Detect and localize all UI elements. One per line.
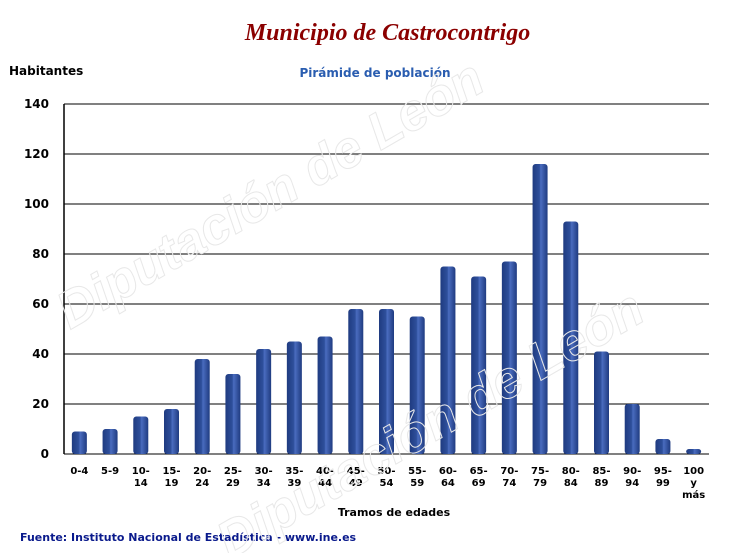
bar-30-34 bbox=[256, 349, 272, 454]
y-tick-label: 80 bbox=[32, 247, 49, 261]
x-tick-label: 45-49 bbox=[347, 466, 365, 489]
x-tick-label: 100 y más bbox=[682, 466, 705, 501]
bar-85-89 bbox=[594, 351, 609, 454]
bar-35-39 bbox=[286, 341, 302, 454]
x-tick-label: 20-24 bbox=[193, 466, 211, 489]
bar-5-9 bbox=[102, 429, 118, 454]
y-tick-label: 140 bbox=[24, 97, 49, 111]
bar-100-y-más bbox=[686, 449, 702, 454]
bar-40-44 bbox=[317, 336, 333, 454]
bar-45-49 bbox=[348, 309, 364, 454]
bar-60-64 bbox=[440, 266, 456, 454]
y-tick-label: 120 bbox=[24, 147, 49, 161]
y-tick-label: 60 bbox=[32, 297, 49, 311]
x-tick-label: 30-34 bbox=[255, 466, 273, 489]
x-tick-label: 60-64 bbox=[439, 466, 457, 489]
bar-15-19 bbox=[164, 409, 179, 454]
bar-95-99 bbox=[655, 439, 671, 454]
bar-80-84 bbox=[563, 221, 579, 454]
x-tick-label: 35-39 bbox=[285, 466, 303, 489]
x-tick-label: 10-14 bbox=[132, 466, 150, 489]
bar-0-4 bbox=[71, 431, 87, 454]
y-tick-label: 20 bbox=[32, 397, 49, 411]
x-axis-label: Tramos de edades bbox=[337, 506, 451, 519]
x-tick-label: 40-44 bbox=[316, 466, 334, 489]
x-tick-label: 90-94 bbox=[623, 466, 641, 489]
x-tick-label: 25-29 bbox=[224, 466, 242, 489]
source-footer: Fuente: Instituto Nacional de Estadístic… bbox=[20, 531, 357, 544]
x-tick-label: 55-59 bbox=[408, 466, 426, 489]
bar-25-29 bbox=[225, 374, 241, 454]
x-tick-label: 85-89 bbox=[592, 466, 610, 489]
x-tick-label: 65-69 bbox=[470, 466, 488, 489]
bar-65-69 bbox=[471, 276, 487, 454]
bar-55-59 bbox=[409, 316, 425, 454]
x-tick-label: 15-19 bbox=[162, 466, 180, 489]
x-tick-label: 0-4 bbox=[70, 466, 88, 477]
chart-title: Municipio de Castrocontrigo bbox=[244, 20, 531, 46]
bar-50-54 bbox=[379, 309, 394, 454]
bar-70-74 bbox=[501, 261, 517, 454]
x-tick-label: 50-54 bbox=[377, 466, 395, 489]
x-tick-label: 5-9 bbox=[101, 466, 119, 477]
y-tick-label: 0 bbox=[41, 447, 49, 461]
x-tick-label: 80-84 bbox=[562, 466, 580, 489]
y-axis-label: Habitantes bbox=[9, 64, 84, 78]
bar-90-94 bbox=[624, 404, 640, 454]
x-tick-label: 95-99 bbox=[654, 466, 672, 489]
x-tick-label: 75-79 bbox=[531, 466, 549, 489]
x-tick-label: 70-74 bbox=[500, 466, 518, 489]
bar-10-14 bbox=[133, 416, 149, 454]
chart-subtitle: Pirámide de población bbox=[299, 66, 451, 80]
y-tick-label: 100 bbox=[24, 197, 49, 211]
y-tick-label: 40 bbox=[32, 347, 49, 361]
bar-20-24 bbox=[194, 359, 210, 454]
bar-75-79 bbox=[532, 164, 548, 454]
